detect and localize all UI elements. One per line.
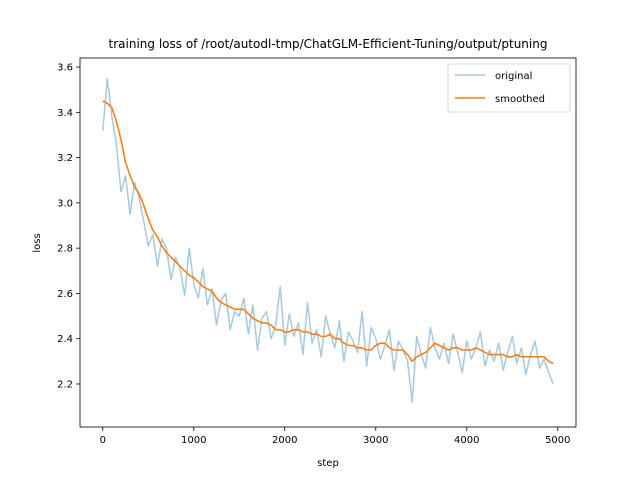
legend-label-original: original bbox=[495, 71, 532, 82]
x-tick-label: 3000 bbox=[363, 435, 388, 446]
y-tick-label: 2.6 bbox=[57, 289, 73, 300]
x-tick-label: 5000 bbox=[545, 435, 570, 446]
y-tick-label: 3.4 bbox=[57, 108, 73, 119]
y-tick-label: 2.8 bbox=[57, 244, 73, 255]
legend-label-smoothed: smoothed bbox=[495, 94, 545, 105]
chart-title: training loss of /root/autodl-tmp/ChatGL… bbox=[109, 37, 548, 51]
x-tick-label: 0 bbox=[100, 435, 106, 446]
series-line-smoothed bbox=[102, 100, 554, 365]
x-tick-label: 1000 bbox=[181, 435, 206, 446]
y-tick-label: 2.4 bbox=[57, 334, 73, 345]
plot-area bbox=[102, 77, 554, 403]
axes-frame bbox=[79, 57, 577, 428]
x-axis-label: step bbox=[317, 458, 339, 469]
legend: original smoothed bbox=[447, 63, 571, 113]
series-line-original bbox=[102, 77, 554, 403]
x-tick-label: 2000 bbox=[272, 435, 297, 446]
y-tick-label: 2.2 bbox=[57, 379, 73, 390]
y-tick-label: 3.6 bbox=[57, 63, 73, 74]
y-tick-label: 3.2 bbox=[57, 153, 73, 164]
y-tick-label: 3.0 bbox=[57, 198, 73, 209]
y-axis: 2.2 2.4 2.6 2.8 3.0 3.2 3.4 3.6 bbox=[57, 63, 80, 390]
x-axis: 0 1000 2000 3000 4000 5000 bbox=[100, 427, 571, 446]
legend-box bbox=[447, 63, 571, 113]
y-axis-label: loss bbox=[32, 233, 43, 252]
x-tick-label: 4000 bbox=[454, 435, 479, 446]
